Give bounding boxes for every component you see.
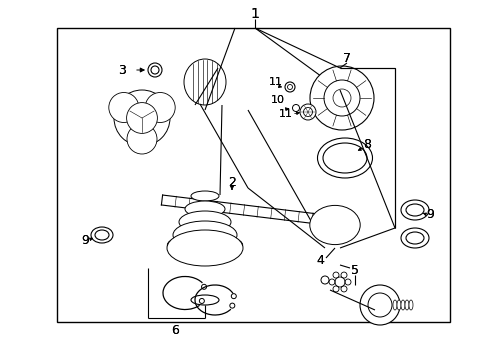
Text: 7: 7 bbox=[342, 51, 350, 64]
Text: 11: 11 bbox=[279, 109, 292, 119]
Text: 9: 9 bbox=[425, 208, 433, 221]
Text: 5: 5 bbox=[350, 264, 358, 276]
Ellipse shape bbox=[191, 191, 219, 201]
Ellipse shape bbox=[179, 211, 230, 233]
Text: 10: 10 bbox=[270, 95, 285, 105]
Circle shape bbox=[109, 93, 139, 122]
Text: 9: 9 bbox=[81, 234, 89, 247]
Text: 3: 3 bbox=[118, 63, 126, 77]
Text: 7: 7 bbox=[342, 51, 350, 64]
Circle shape bbox=[309, 66, 373, 130]
Ellipse shape bbox=[309, 206, 360, 244]
Text: 4: 4 bbox=[315, 253, 323, 266]
Ellipse shape bbox=[173, 221, 237, 249]
Ellipse shape bbox=[314, 209, 355, 241]
Text: 4: 4 bbox=[315, 253, 323, 266]
Text: 8: 8 bbox=[362, 139, 370, 152]
Text: 11: 11 bbox=[268, 77, 283, 87]
Text: 1: 1 bbox=[250, 7, 259, 21]
Ellipse shape bbox=[183, 59, 225, 105]
Circle shape bbox=[359, 285, 399, 325]
Ellipse shape bbox=[396, 300, 400, 310]
Text: 9: 9 bbox=[81, 234, 89, 247]
Ellipse shape bbox=[323, 216, 346, 234]
Ellipse shape bbox=[167, 230, 243, 266]
Circle shape bbox=[127, 124, 157, 154]
Ellipse shape bbox=[404, 300, 408, 310]
Text: 2: 2 bbox=[227, 176, 235, 189]
Bar bbox=[57, 28, 449, 322]
Ellipse shape bbox=[184, 201, 224, 217]
Text: 1: 1 bbox=[250, 7, 259, 21]
Text: 5: 5 bbox=[350, 264, 358, 276]
Circle shape bbox=[126, 103, 157, 134]
Ellipse shape bbox=[318, 212, 350, 238]
Text: 6: 6 bbox=[171, 324, 179, 337]
Ellipse shape bbox=[408, 300, 412, 310]
Text: 9: 9 bbox=[425, 208, 433, 221]
Circle shape bbox=[145, 93, 175, 122]
Ellipse shape bbox=[400, 300, 404, 310]
Circle shape bbox=[299, 104, 315, 120]
Text: 11: 11 bbox=[279, 109, 292, 119]
Text: 2: 2 bbox=[227, 176, 235, 189]
Ellipse shape bbox=[326, 219, 343, 231]
Text: 11: 11 bbox=[268, 77, 283, 87]
Text: 10: 10 bbox=[270, 95, 285, 105]
Text: 3: 3 bbox=[118, 63, 126, 77]
Text: 8: 8 bbox=[362, 139, 370, 152]
Ellipse shape bbox=[392, 300, 396, 310]
Text: 6: 6 bbox=[171, 324, 179, 337]
